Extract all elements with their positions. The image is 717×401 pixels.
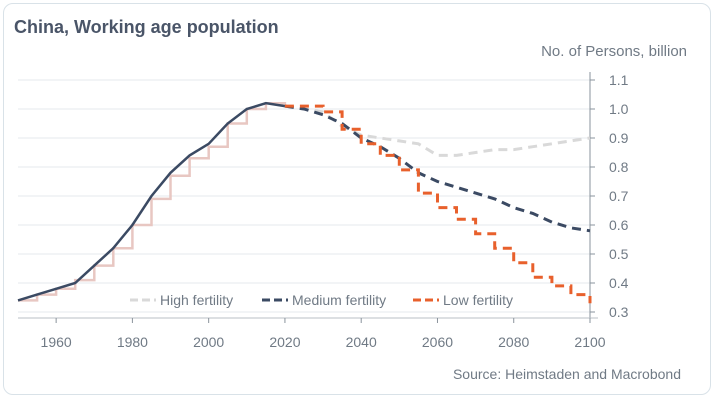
legend-label: High fertility bbox=[160, 292, 233, 308]
y-tick-label: 0.7 bbox=[609, 188, 629, 204]
y-tick-label: 0.3 bbox=[609, 304, 629, 320]
x-tick-label: 1960 bbox=[41, 334, 72, 350]
y-tick-label: 0.8 bbox=[609, 159, 629, 175]
y-axis-unit-label: No. of Persons, billion bbox=[541, 43, 687, 60]
x-tick-label: 2020 bbox=[269, 334, 300, 350]
x-tick-label: 2060 bbox=[422, 334, 453, 350]
x-tick-label: 2080 bbox=[498, 334, 529, 350]
series-line-medium-fertility bbox=[284, 104, 591, 233]
series-line-medium-fertility-history bbox=[17, 101, 286, 302]
y-tick-label: 1.1 bbox=[609, 72, 629, 88]
legend-label: Low fertility bbox=[443, 292, 513, 308]
axes: 0.3 0.4 0.5 0.6 0.7 0.8 0.9 1.0 1.1 1960 1980 2000 2… bbox=[18, 72, 629, 350]
series-line-low-fertility bbox=[284, 104, 592, 304]
series-lines bbox=[17, 101, 592, 304]
x-tick-label: 2000 bbox=[193, 334, 224, 350]
gridlines bbox=[18, 79, 590, 313]
x-tick-label: 2100 bbox=[574, 334, 605, 350]
historical-step-line bbox=[18, 101, 287, 302]
legend: High fertility Medium fertility Low fertil… bbox=[130, 292, 513, 308]
x-tick-label: 2040 bbox=[346, 334, 377, 350]
y-tick-label: 0.4 bbox=[609, 275, 629, 291]
source-label: Source: Heimstaden and Macrobond bbox=[452, 366, 681, 382]
x-tick-label: 1980 bbox=[117, 334, 148, 350]
legend-high-fertility: High fertility bbox=[130, 292, 233, 308]
y-tick-label: 0.5 bbox=[609, 246, 629, 262]
legend-low-fertility: Low fertility bbox=[413, 292, 513, 308]
y-tick-label: 0.9 bbox=[609, 130, 629, 146]
legend-label: Medium fertility bbox=[292, 292, 386, 308]
chart-card: China, Working age population bbox=[3, 3, 711, 395]
series-line-high-fertility bbox=[284, 104, 591, 157]
legend-medium-fertility: Medium fertility bbox=[262, 292, 386, 308]
y-tick-label: 1.0 bbox=[609, 101, 629, 117]
y-tick-label: 0.6 bbox=[609, 217, 629, 233]
chart-title: China, Working age population bbox=[14, 17, 279, 37]
